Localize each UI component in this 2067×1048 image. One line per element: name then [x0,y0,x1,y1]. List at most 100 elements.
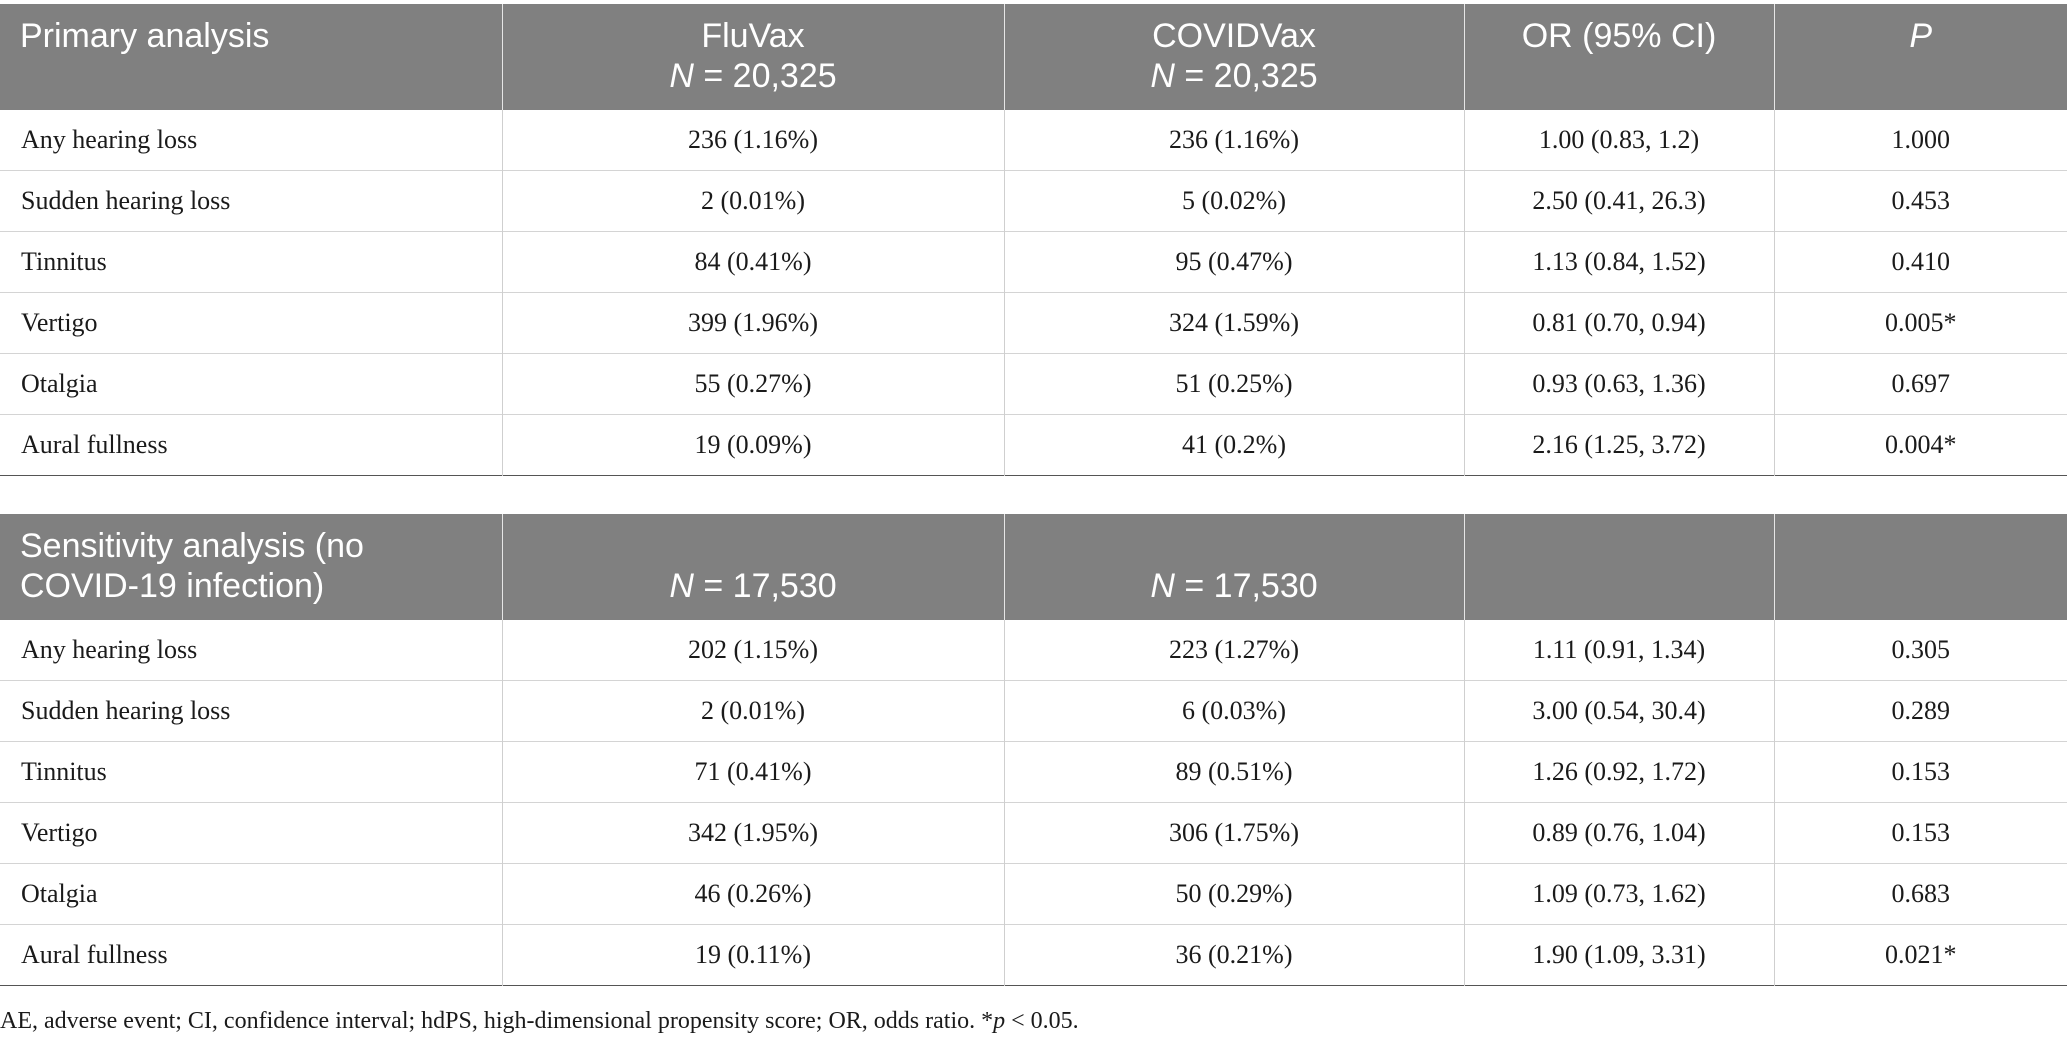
covidvax-value-cell: 6 (0.03%) [1003,680,1464,742]
covidvax-n-count: N = 20,325 [1025,56,1444,96]
or-ci-cell: 1.00 (0.83, 1.2) [1463,110,1774,171]
sensitivity-label-line2: COVID-19 infection) [20,567,325,605]
table-row: Any hearing loss 202 (1.15%) 223 (1.27%) 1.… [0,620,2067,681]
or-ci-cell: 0.81 (0.70, 0.94) [1463,292,1774,354]
outcome-cell: Aural fullness [0,924,502,986]
outcome-cell: Any hearing loss [21,635,198,664]
primary-covidvax-header: COVIDVax N = 20,325 [1003,4,1464,110]
outcome-cell: Tinnitus [0,741,502,803]
primary-label-header: Primary analysis [0,4,502,110]
n-value: = 20,325 [693,57,837,95]
sensitivity-covidvax-header: N = 17,530 [1003,514,1464,620]
n-symbol: N [669,567,694,605]
covidvax-value-cell: 236 (1.16%) [1003,110,1464,171]
sensitivity-header-row: Sensitivity analysis (no COVID-19 infect… [0,514,2067,620]
table-row: Sudden hearing loss 2 (0.01%) 5 (0.02%) 2.5… [0,170,2067,232]
fluvax-value-cell: 399 (1.96%) [501,292,1004,354]
fluvax-value-cell: 84 (0.41%) [501,231,1004,293]
p-value-cell: 0.410 [1773,231,2067,293]
fluvax-group-name: FluVax [701,17,805,55]
primary-header-row: Primary analysis FluVax N = 20,325 COVID… [0,4,2067,110]
primary-fluvax-header: FluVax N = 20,325 [501,4,1004,110]
p-value-cell: 0.453 [1773,170,2067,232]
or-ci-cell: 0.93 (0.63, 1.36) [1463,353,1774,415]
outcome-cell: Otalgia [0,863,502,925]
fluvax-value-cell: 55 (0.27%) [501,353,1004,415]
p-value-cell: 0.289 [1773,680,2067,742]
sensitivity-analysis-table: Sensitivity analysis (no COVID-19 infect… [0,514,2067,986]
fluvax-value-cell: 342 (1.95%) [501,802,1004,864]
fluvax-value-cell: 46 (0.26%) [501,863,1004,925]
sensitivity-label-line1: Sensitivity analysis (no [20,527,364,565]
fluvax-value-cell: 236 (1.16%) [501,110,1004,171]
fluvax-value-cell: 19 (0.11%) [501,924,1004,986]
or-ci-cell: 1.13 (0.84, 1.52) [1463,231,1774,293]
table-row: Sudden hearing loss 2 (0.01%) 6 (0.03%) 3.0… [0,680,2067,742]
covidvax-value-cell: 41 (0.2%) [1003,414,1464,476]
sensitivity-or-header [1463,514,1774,620]
covidvax-value-cell: 89 (0.51%) [1003,741,1464,803]
covidvax-value-cell: 95 (0.47%) [1003,231,1464,293]
sensitivity-label-header: Sensitivity analysis (no COVID-19 infect… [0,514,502,620]
sensitivity-table-body: Any hearing loss 202 (1.15%) 223 (1.27%) 1.… [0,620,2067,986]
sensitivity-fluvax-header: N = 17,530 [501,514,1004,620]
p-value-cell: 1.000 [1773,110,2067,171]
or-ci-cell: 1.11 (0.91, 1.34) [1463,620,1774,681]
outcome-cell: Sudden hearing loss [0,170,502,232]
p-value-cell: 0.697 [1773,353,2067,415]
n-symbol: N [1150,57,1175,95]
footnote-text-before: AE, adverse event; CI, confidence interv… [0,1008,994,1034]
p-value-cell: 0.005* [1773,292,2067,354]
table-footnote: AE, adverse event; CI, confidence interv… [0,1006,2067,1036]
or-ci-cell: 1.90 (1.09, 3.31) [1463,924,1774,986]
fluvax-n-count: N = 17,530 [523,566,984,606]
fluvax-n-count: N = 20,325 [523,56,984,96]
covidvax-value-cell: 50 (0.29%) [1003,863,1464,925]
p-value-cell: 0.004* [1773,414,2067,476]
table-row: Aural fullness 19 (0.11%) 36 (0.21%) 1.90 (… [0,924,2067,986]
or-ci-cell: 2.16 (1.25, 3.72) [1463,414,1774,476]
fluvax-value-cell: 202 (1.15%) [501,620,1004,681]
covidvax-value-cell: 324 (1.59%) [1003,292,1464,354]
covidvax-value-cell: 306 (1.75%) [1003,802,1464,864]
outcome-cell: Aural fullness [0,414,502,476]
p-value-header: P [1773,4,2067,110]
or-ci-cell: 2.50 (0.41, 26.3) [1463,170,1774,232]
n-value: = 20,325 [1174,57,1318,95]
table-row: Aural fullness 19 (0.09%) 41 (0.2%) 2.16 (1… [0,414,2067,476]
or-ci-cell: 0.89 (0.76, 1.04) [1463,802,1774,864]
table-row: Any hearing loss 236 (1.16%) 236 (1.16%) 1.… [0,110,2067,171]
sensitivity-p-header [1773,514,2067,620]
table-row: Tinnitus 84 (0.41%) 95 (0.47%) 1.13 (0.84, … [0,231,2067,293]
or-ci-header-text: OR (95% CI) [1521,17,1717,55]
covidvax-value-cell: 36 (0.21%) [1003,924,1464,986]
p-value-cell: 0.021* [1773,924,2067,986]
table-row: Tinnitus 71 (0.41%) 89 (0.51%) 1.26 (0.92, … [0,741,2067,803]
table-row: Vertigo 399 (1.96%) 324 (1.59%) 0.81 (0.70,… [0,292,2067,354]
or-ci-cell: 1.26 (0.92, 1.72) [1463,741,1774,803]
outcome-cell: Sudden hearing loss [0,680,502,742]
outcome-cell: Vertigo [0,292,502,354]
or-ci-header: OR (95% CI) [1463,4,1774,110]
or-ci-cell: 3.00 (0.54, 30.4) [1463,680,1774,742]
p-value-cell: 0.683 [1773,863,2067,925]
p-value-header-text: P [1909,17,1933,55]
n-value: = 17,530 [693,567,837,605]
fluvax-value-cell: 2 (0.01%) [501,170,1004,232]
outcome-cell: Otalgia [0,353,502,415]
primary-table-body: Any hearing loss 236 (1.16%) 236 (1.16%) 1.… [0,110,2067,476]
table-row: Vertigo 342 (1.95%) 306 (1.75%) 0.89 (0.76,… [0,802,2067,864]
fluvax-value-cell: 71 (0.41%) [501,741,1004,803]
fluvax-value-cell: 19 (0.09%) [501,414,1004,476]
primary-analysis-table: Primary analysis FluVax N = 20,325 COVID… [0,4,2067,476]
covidvax-value-cell: 51 (0.25%) [1003,353,1464,415]
p-value-cell: 0.305 [1773,620,2067,681]
table-row: Otalgia 55 (0.27%) 51 (0.25%) 0.93 (0.63, 1… [0,353,2067,415]
p-value-cell: 0.153 [1773,741,2067,803]
n-symbol: N [669,57,694,95]
outcome-cell: Tinnitus [0,231,502,293]
covidvax-value-cell: 5 (0.02%) [1003,170,1464,232]
or-ci-cell: 1.09 (0.73, 1.62) [1463,863,1774,925]
primary-label-text: Primary analysis [20,17,270,55]
p-value-cell: 0.153 [1773,802,2067,864]
